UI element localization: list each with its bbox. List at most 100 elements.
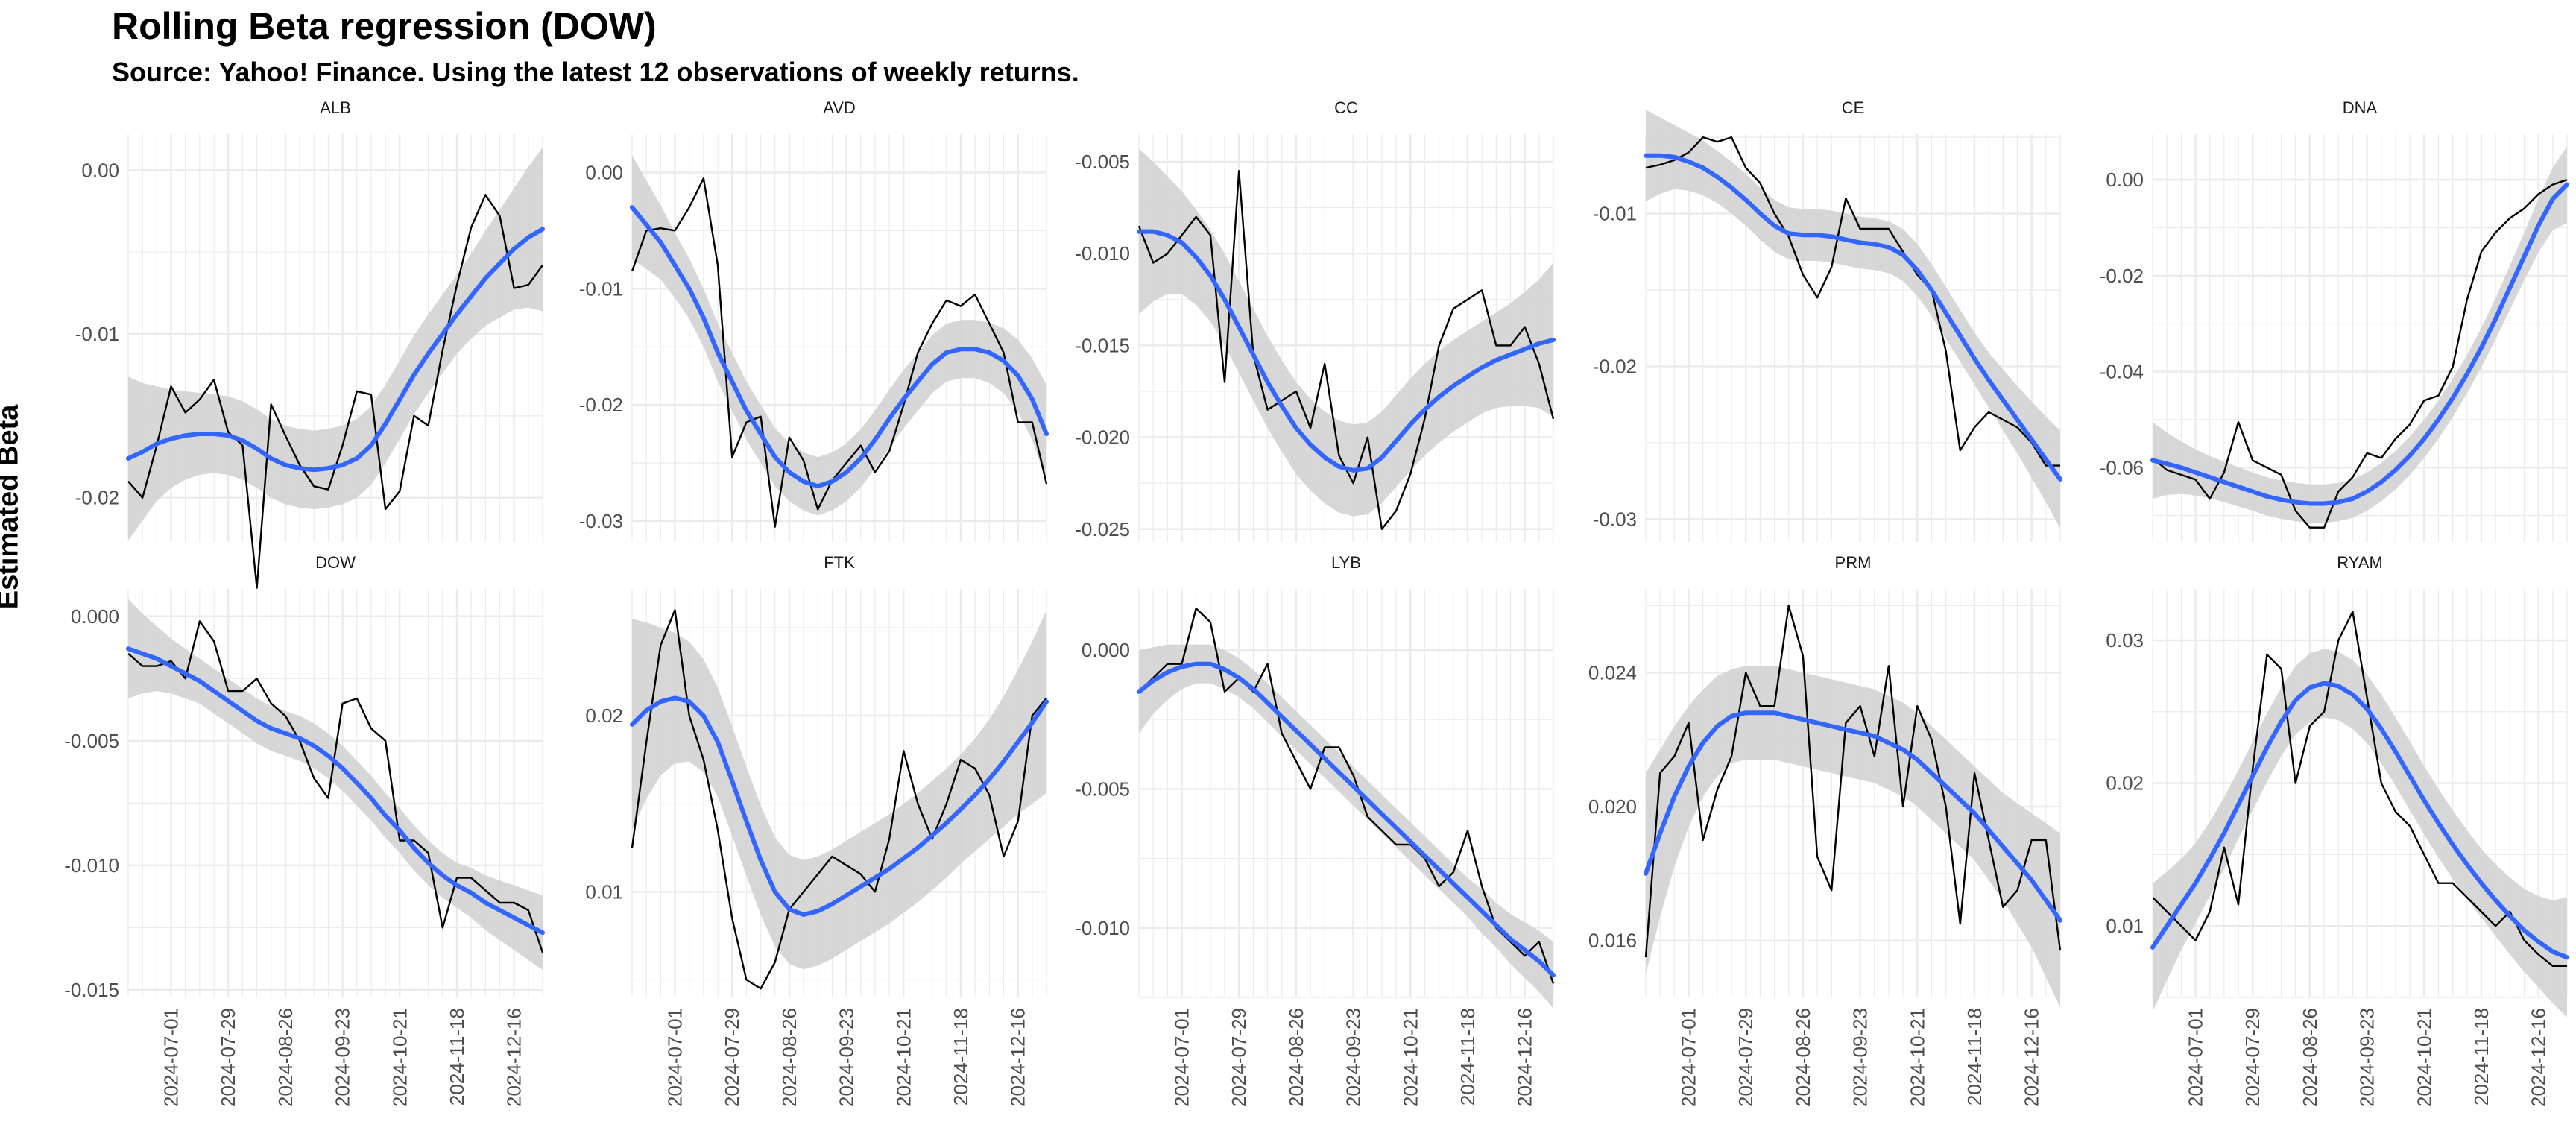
x-tick-label: 2024-11-18 — [446, 1008, 468, 1105]
y-tick-label: -0.01 — [579, 277, 623, 300]
x-tick-label: 2024-07-01 — [1171, 1008, 1193, 1107]
smoothed-beta-line — [630, 205, 1049, 489]
y-tick-label: -0.06 — [2100, 456, 2144, 479]
x-tick-label: 2024-10-21 — [892, 1008, 915, 1107]
y-tick-label: 0.000 — [1082, 639, 1130, 661]
x-tick-label: 2024-12-16 — [2021, 1008, 2043, 1107]
raw-beta-line — [1138, 607, 1555, 984]
panel-ftk: FTK 0.01 0.02 2024-07-01 2024-07-29 2024-08-2… — [585, 553, 1049, 1107]
raw-beta-line — [127, 620, 544, 953]
x-tick-label: 2024-08-26 — [2299, 1008, 2321, 1107]
y-tick-label: -0.005 — [64, 730, 119, 752]
x-tick-label: 2024-10-21 — [388, 1008, 411, 1107]
raw-beta-line — [1644, 605, 2062, 958]
x-tick-label: 2024-09-23 — [836, 1008, 858, 1107]
x-tick-label: 2024-07-01 — [664, 1008, 686, 1107]
panel-alb: ALB 0.00 -0.01 -0.02 — [75, 98, 545, 589]
y-tick-label: -0.02 — [2100, 265, 2144, 287]
y-tick-label: 0.02 — [585, 704, 623, 727]
x-tick-label: 2024-11-18 — [950, 1008, 972, 1105]
smoothed-beta-line — [630, 695, 1049, 917]
raw-beta-line — [631, 609, 1047, 990]
x-tick-label: 2024-07-29 — [1228, 1008, 1250, 1107]
y-tick-label: -0.010 — [64, 854, 119, 877]
raw-beta-line — [631, 177, 1048, 528]
panel-strip-label: DOW — [315, 553, 356, 572]
y-tick-label: -0.01 — [1593, 203, 1637, 225]
confidence-band — [1139, 148, 1553, 517]
x-tick-label: 2024-10-21 — [1399, 1008, 1421, 1107]
x-tick-label: 2024-07-29 — [721, 1008, 743, 1107]
smoothed-beta-line — [1137, 229, 1556, 473]
panel-lyb: LYB 0.000 -0.005 -0.010 2024-07-01 2024-07-29… — [1075, 553, 1556, 1107]
smoothed-beta-line — [126, 646, 545, 936]
panel-strip-label: CE — [1842, 98, 1865, 117]
x-tick-label: 2024-08-26 — [1792, 1008, 1814, 1107]
x-tick-label: 2024-09-23 — [2356, 1008, 2378, 1107]
smoothed-beta-line — [126, 227, 545, 473]
panel-prm: PRM 0.016 0.020 0.024 2024-07-01 2024-07-29 20… — [1588, 553, 2062, 1107]
x-tick-label: 2024-10-21 — [1906, 1008, 1928, 1107]
raw-beta-line — [2152, 611, 2567, 967]
smoothed-beta-line — [1644, 710, 2062, 923]
x-tick-label: 2024-09-23 — [1342, 1008, 1365, 1107]
y-tick-label: -0.03 — [1593, 508, 1637, 530]
x-tick-label: 2024-07-01 — [160, 1008, 183, 1107]
x-tick-label: 2024-07-01 — [2185, 1008, 2207, 1107]
smoothed-beta-line — [1644, 153, 2062, 482]
panel-strip-label: CC — [1334, 98, 1358, 117]
y-tick-label: 0.01 — [2106, 915, 2144, 937]
x-tick-label: 2024-12-16 — [2528, 1008, 2550, 1107]
x-tick-label: 2024-08-26 — [1285, 1008, 1307, 1107]
x-tick-label: 2024-09-23 — [1849, 1008, 1872, 1107]
panel-ce: CE -0.01 -0.02 -0.03 — [1593, 98, 2062, 542]
x-tick-label: 2024-12-16 — [1514, 1008, 1536, 1107]
y-tick-label: 0.00 — [81, 159, 119, 181]
y-tick-label: 0.02 — [2106, 772, 2144, 795]
y-tick-label: -0.02 — [1593, 355, 1637, 377]
smoothed-beta-line — [2150, 182, 2569, 506]
x-tick-label: 2024-07-29 — [1734, 1008, 1757, 1107]
x-tick-label: 2024-07-01 — [1678, 1008, 1700, 1107]
panel-ryam: RYAM 0.01 0.02 0.03 2024-07-01 2024-07-29 2024… — [2106, 553, 2569, 1107]
confidence-band — [632, 155, 1046, 516]
confidence-band — [2153, 146, 2567, 523]
x-tick-label: 2024-11-18 — [1456, 1008, 1479, 1105]
x-tick-label: 2024-11-18 — [2470, 1008, 2493, 1105]
y-tick-label: -0.01 — [75, 323, 119, 345]
confidence-band — [1646, 110, 2060, 529]
x-tick-label: 2024-12-16 — [1007, 1008, 1029, 1107]
y-tick-label: 0.00 — [2106, 168, 2144, 191]
y-tick-label: -0.02 — [75, 487, 119, 509]
y-tick-label: -0.04 — [2100, 361, 2144, 383]
y-tick-label: -0.010 — [1075, 242, 1130, 265]
y-tick-label: -0.020 — [1075, 426, 1130, 449]
y-tick-label: -0.015 — [64, 979, 119, 1001]
x-tick-label: 2024-07-29 — [217, 1008, 239, 1107]
raw-beta-line — [1645, 136, 2060, 467]
y-tick-label: -0.010 — [1075, 917, 1130, 939]
y-tick-label: -0.005 — [1075, 151, 1130, 173]
x-tick-label: 2024-11-18 — [1963, 1008, 1986, 1105]
y-tick-label: 0.024 — [1588, 661, 1637, 684]
confidence-band — [128, 599, 543, 971]
panel-strip-label: FTK — [824, 553, 855, 572]
confidence-band — [1139, 644, 1553, 1009]
confidence-band — [632, 610, 1046, 970]
y-tick-label: -0.025 — [1075, 518, 1130, 540]
panel-cc: CC -0.005 -0.010 -0.015 -0.020 -0.025 — [1075, 98, 1556, 542]
confidence-band — [1646, 666, 2060, 1008]
raw-beta-line — [2152, 178, 2568, 529]
chart-subtitle: Source: Yahoo! Finance. Using the latest… — [112, 57, 1079, 87]
panel-avd: AVD 0.00 -0.01 -0.02 -0.03 — [579, 98, 1049, 542]
y-tick-label: 0.020 — [1588, 795, 1637, 818]
panel-strip-label: ALB — [320, 98, 351, 117]
smoothed-beta-line — [1137, 661, 1556, 978]
panel-dna: DNA 0.00 -0.02 -0.04 -0.06 — [2100, 98, 2569, 542]
confidence-band — [128, 147, 543, 540]
y-tick-label: 0.000 — [71, 605, 119, 628]
panel-strip-label: LYB — [1331, 553, 1361, 572]
panel-strip-label: RYAM — [2337, 553, 2383, 572]
y-tick-label: -0.02 — [579, 394, 623, 416]
